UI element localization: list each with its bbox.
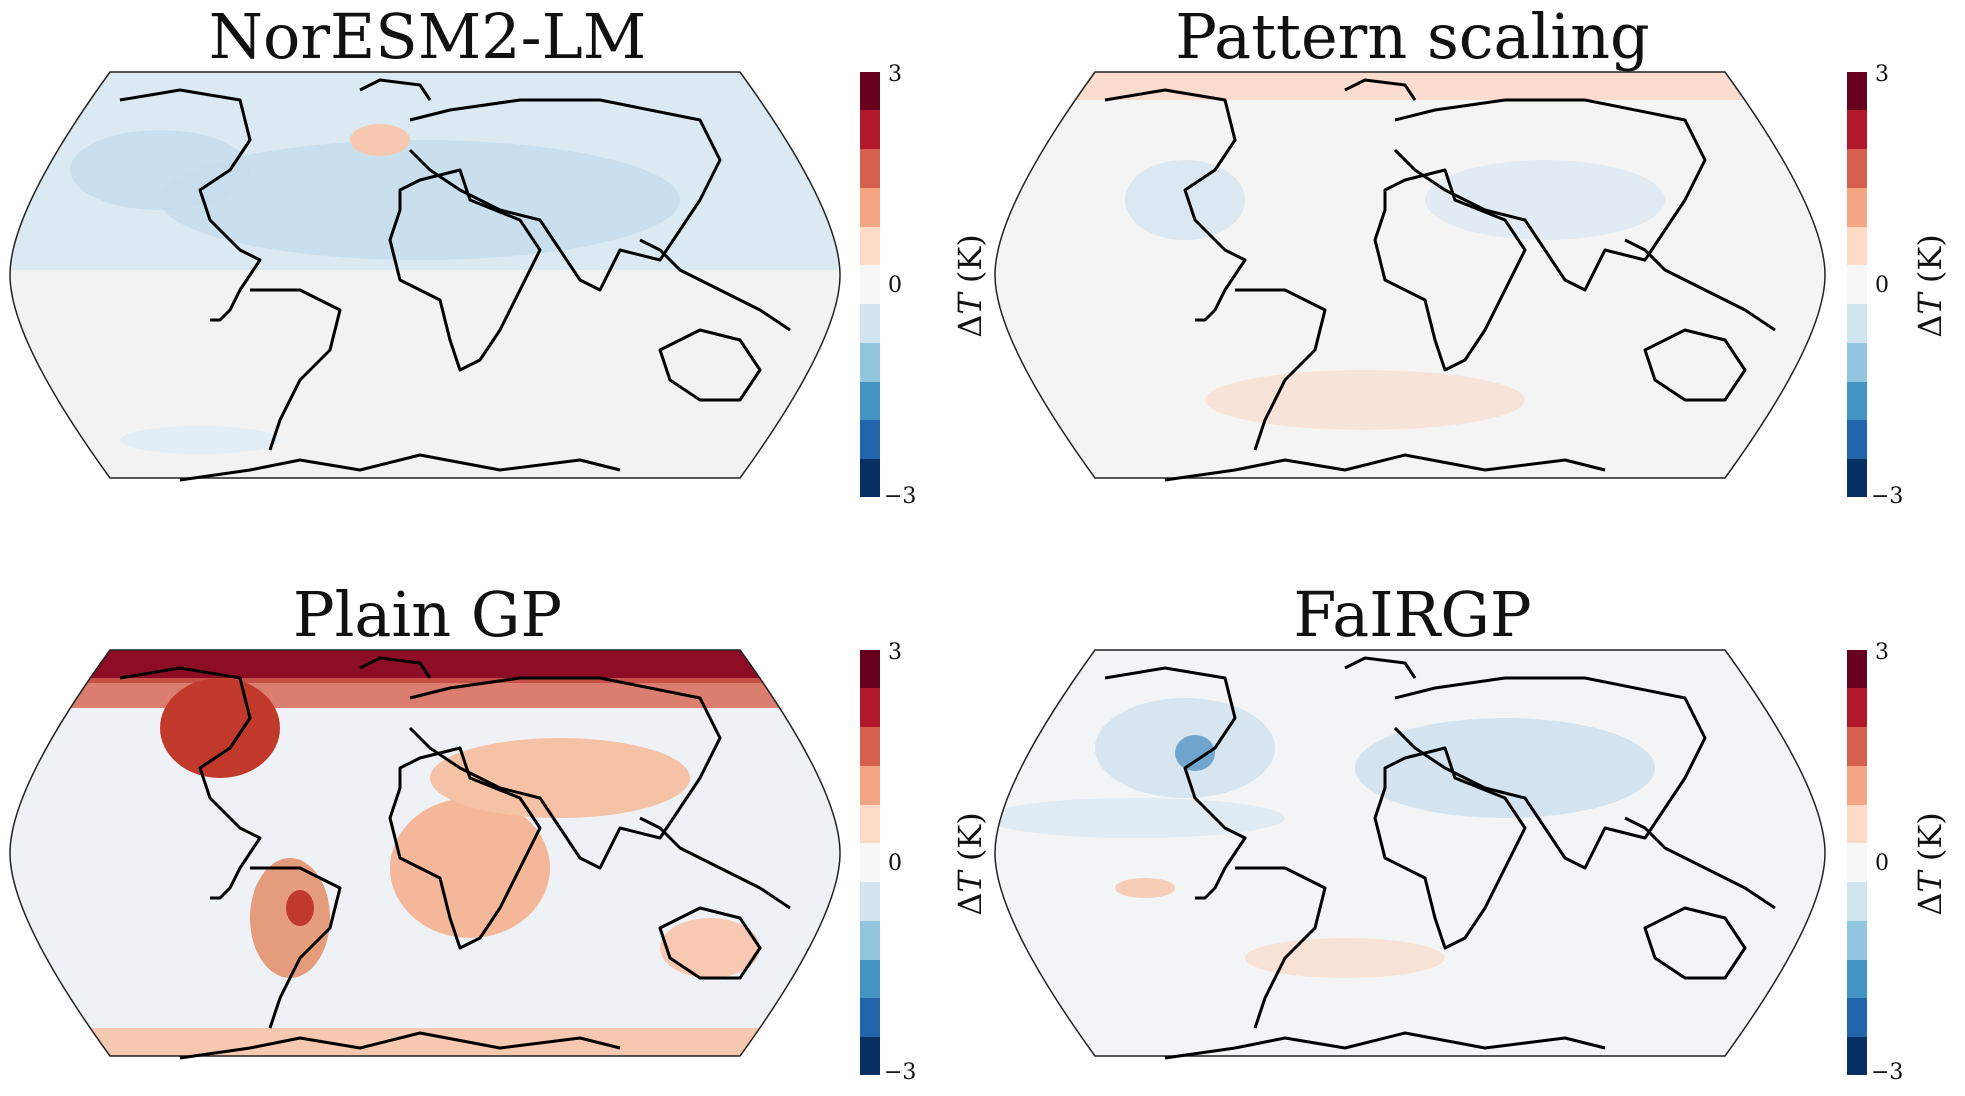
colorbar-plaingp [860, 650, 880, 1075]
colorbar-gradient [1847, 650, 1867, 1075]
map-outline [9, 71, 841, 479]
coastlines [1104, 78, 1776, 482]
tick-min: −3 [884, 484, 917, 509]
map-noresm [9, 71, 841, 482]
tick-max: 3 [1875, 640, 1889, 665]
colorbar-noresm [860, 72, 880, 497]
panel-title: NorESM2-LM [208, 0, 647, 73]
colorbar-label: ΔT (K) [1911, 234, 1949, 338]
colorbar-label: ΔT (K) [951, 812, 989, 916]
colorbar-label: ΔT (K) [1911, 812, 1949, 916]
tick-mid: 0 [888, 273, 902, 298]
colorbar-label: ΔT (K) [951, 234, 989, 338]
coastlines [1104, 656, 1776, 1060]
colorbar-fairgp [1847, 650, 1867, 1075]
coastlines [119, 656, 791, 1060]
colorbar-gradient [860, 72, 880, 497]
tick-mid: 0 [888, 851, 902, 876]
map-plaingp [9, 649, 841, 1060]
panel-title: Pattern scaling [1175, 0, 1650, 73]
colorbar-gradient [1847, 72, 1867, 497]
tick-min: −3 [1871, 484, 1904, 509]
tick-max: 3 [888, 62, 902, 87]
tick-mid: 0 [1875, 273, 1889, 298]
map-fairgp [994, 649, 1826, 1060]
coastlines [119, 78, 791, 482]
colorbar-gradient [860, 650, 880, 1075]
panel-title: FaIRGP [1293, 578, 1532, 651]
panel-title: Plain GP [292, 578, 563, 651]
tick-max: 3 [1875, 62, 1889, 87]
map-pattern [994, 71, 1826, 482]
tick-min: −3 [884, 1060, 917, 1085]
tick-max: 3 [888, 640, 902, 665]
tick-mid: 0 [1875, 851, 1889, 876]
colorbar-pattern [1847, 72, 1867, 497]
tick-min: −3 [1871, 1060, 1904, 1085]
